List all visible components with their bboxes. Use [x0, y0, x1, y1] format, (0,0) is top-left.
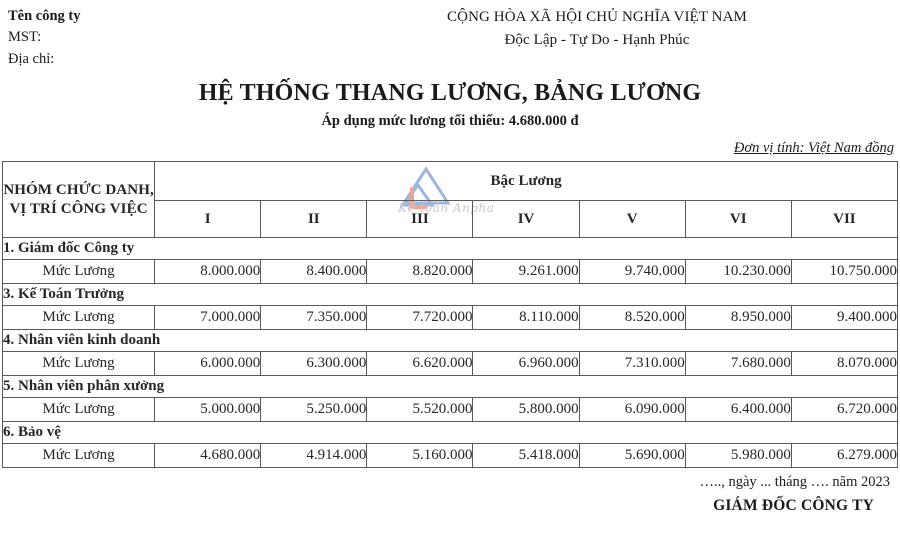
table-head: NHÓM CHỨC DANH, VỊ TRÍ CÔNG VIỆC Bậc Lươ…	[1, 161, 899, 239]
salary-amount-cell: 6.400.000	[684, 397, 792, 423]
table-body: 1. Giám đốc Công ty Mức Lương 8.000.000 8.4…	[1, 237, 899, 469]
table-group-row: 5. Nhân viên phân xưởng	[2, 375, 898, 399]
signature-date-line: ….., ngày ... tháng …. năm 2023	[699, 474, 891, 491]
currency-unit-note: Đơn vị tính: Việt Nam đồng	[733, 140, 894, 157]
salary-table-container: Kế toán Anpha NHÓM CHỨC DANH, VỊ TRÍ CÔN…	[0, 161, 900, 469]
salary-amount-cell: 4.914.000	[260, 443, 368, 469]
header-salary-steps: Bậc Lương	[154, 161, 898, 202]
company-tax-code: MST:	[8, 29, 42, 46]
salary-amount-cell: 7.350.000	[260, 305, 368, 331]
header-step-5: V	[578, 200, 686, 239]
document-title: HỆ THỐNG THANG LƯƠNG, BẢNG LƯƠNG	[198, 80, 702, 107]
salary-amount-cell: 10.230.000	[684, 259, 792, 285]
salary-amount-cell: 6.090.000	[578, 397, 686, 423]
document-subtitle: Áp dụng mức lương tối thiểu: 4.680.000 đ	[321, 113, 579, 130]
company-info-block: Tên công ty MST: Địa chỉ:	[8, 6, 308, 70]
salary-amount-cell: 8.820.000	[366, 259, 474, 285]
header-step-3: III	[366, 200, 474, 239]
table-row: Mức Lương 5.000.000 5.250.000 5.520.000 5.80…	[1, 397, 899, 423]
group-title: 4. Nhân viên kinh doanh	[2, 329, 898, 353]
group-title: 6. Bảo vệ	[2, 421, 898, 445]
salary-amount-cell: 5.520.000	[366, 397, 474, 423]
table-row: Mức Lương 6.000.000 6.300.000 6.620.000 6.96…	[1, 351, 899, 377]
header-step-2: II	[260, 200, 368, 239]
salary-amount-cell: 8.520.000	[578, 305, 686, 331]
row-label-salary-level: Mức Lương	[1, 305, 156, 331]
salary-amount-cell: 6.300.000	[260, 351, 368, 377]
salary-scale-table: NHÓM CHỨC DANH, VỊ TRÍ CÔNG VIỆC Bậc Lươ…	[1, 161, 899, 469]
salary-amount-cell: 8.400.000	[260, 259, 368, 285]
row-label-salary-level: Mức Lương	[1, 397, 156, 423]
header-job-group-line1: NHÓM CHỨC DANH,	[3, 182, 154, 199]
salary-amount-cell: 6.620.000	[366, 351, 474, 377]
salary-amount-cell: 5.250.000	[260, 397, 368, 423]
national-heading-block: CỘNG HÒA XÃ HỘI CHỦ NGHĨA VIỆT NAM Độc L…	[308, 6, 890, 51]
signer-title: GIÁM ĐỐC CÔNG TY	[713, 497, 874, 515]
salary-amount-cell: 5.690.000	[578, 443, 686, 469]
header-step-4: IV	[472, 200, 580, 239]
salary-amount-cell: 9.261.000	[472, 259, 580, 285]
salary-amount-cell: 7.000.000	[154, 305, 262, 331]
salary-amount-cell: 8.070.000	[790, 351, 899, 377]
salary-amount-cell: 6.000.000	[154, 351, 262, 377]
row-label-salary-level: Mức Lương	[1, 351, 156, 377]
company-name: Tên công ty	[8, 8, 81, 24]
table-row: Mức Lương 4.680.000 4.914.000 5.160.000 5.41…	[1, 443, 899, 469]
salary-amount-cell: 8.110.000	[472, 305, 580, 331]
salary-amount-cell: 5.980.000	[684, 443, 792, 469]
salary-amount-cell: 7.680.000	[684, 351, 792, 377]
salary-amount-cell: 9.740.000	[578, 259, 686, 285]
salary-amount-cell: 8.000.000	[154, 259, 262, 285]
salary-amount-cell: 7.310.000	[578, 351, 686, 377]
header-step-7: VII	[790, 200, 899, 239]
table-group-row: 3. Kế Toán Trưởng	[2, 283, 898, 307]
header-step-1: I	[154, 200, 262, 239]
header-job-group-line2: VỊ TRÍ CÔNG VIỆC	[9, 200, 148, 217]
row-label-salary-level: Mức Lương	[1, 443, 156, 469]
salary-amount-cell: 6.960.000	[472, 351, 580, 377]
table-header-row-2: I II III IV V VI VII	[3, 200, 899, 239]
group-title: 5. Nhân viên phân xưởng	[2, 375, 898, 399]
table-group-row: 4. Nhân viên kinh doanh	[2, 329, 898, 353]
title-block: HỆ THỐNG THANG LƯƠNG, BẢNG LƯƠNG Áp dụng…	[0, 80, 900, 130]
table-row: Mức Lương 8.000.000 8.400.000 8.820.000 9.26…	[1, 259, 899, 285]
national-title: CỘNG HÒA XÃ HỘI CHỦ NGHĨA VIỆT NAM	[447, 9, 747, 25]
document-header: Tên công ty MST: Địa chỉ: CỘNG HÒA XÃ HỘ…	[0, 0, 900, 70]
table-group-row: 1. Giám đốc Công ty	[2, 237, 898, 261]
salary-amount-cell: 5.418.000	[472, 443, 580, 469]
table-header-row-1: NHÓM CHỨC DANH, VỊ TRÍ CÔNG VIỆC Bậc Lươ…	[1, 161, 898, 239]
salary-amount-cell: 8.950.000	[684, 305, 792, 331]
salary-amount-cell: 9.400.000	[790, 305, 899, 331]
salary-amount-cell: 4.680.000	[154, 443, 262, 469]
salary-amount-cell: 6.279.000	[790, 443, 899, 469]
table-group-row: 6. Bảo vệ	[2, 421, 898, 445]
group-title: 3. Kế Toán Trưởng	[2, 283, 898, 307]
document-footer: ….., ngày ... tháng …. năm 2023 GIÁM ĐỐC…	[0, 474, 900, 515]
national-motto: Độc Lập - Tự Do - Hạnh Phúc	[504, 31, 690, 48]
header-job-group: NHÓM CHỨC DANH, VỊ TRÍ CÔNG VIỆC	[1, 161, 156, 239]
table-row: Mức Lương 7.000.000 7.350.000 7.720.000 8.11…	[1, 305, 899, 331]
salary-amount-cell: 6.720.000	[790, 397, 899, 423]
group-title: 1. Giám đốc Công ty	[2, 237, 898, 261]
salary-amount-cell: 7.720.000	[366, 305, 474, 331]
row-label-salary-level: Mức Lương	[1, 259, 156, 285]
header-step-6: VI	[684, 200, 792, 239]
salary-amount-cell: 10.750.000	[790, 259, 899, 285]
salary-amount-cell: 5.160.000	[366, 443, 474, 469]
salary-amount-cell: 5.000.000	[154, 397, 262, 423]
salary-amount-cell: 5.800.000	[472, 397, 580, 423]
company-address: Địa chỉ:	[8, 50, 55, 67]
